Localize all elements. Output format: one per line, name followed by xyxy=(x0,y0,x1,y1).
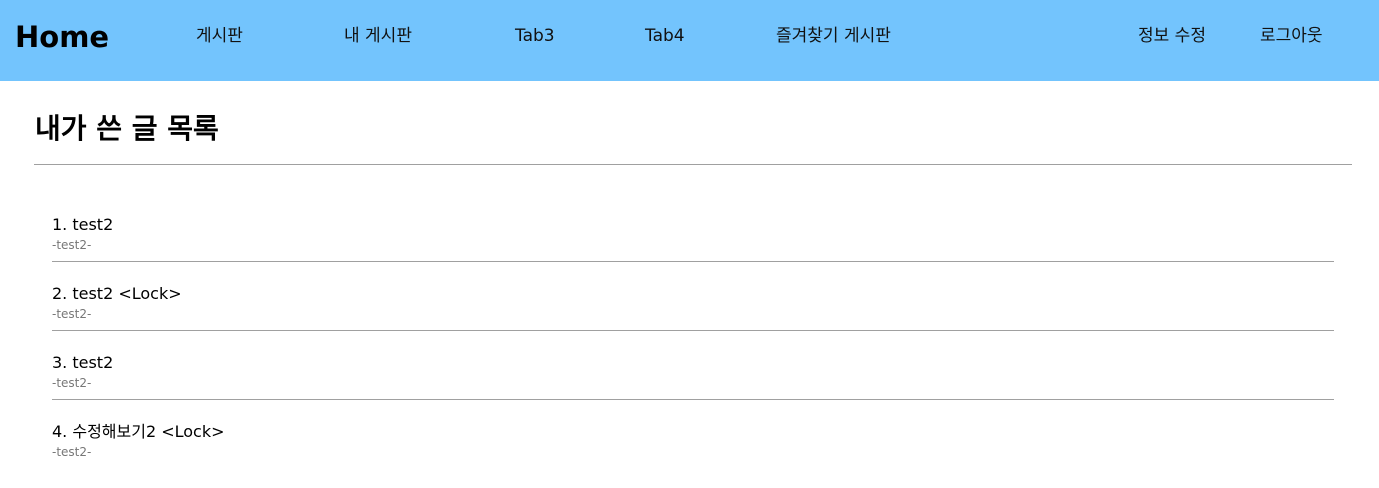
logout-link[interactable]: 로그아웃 xyxy=(1260,26,1323,46)
post-list: 1. test2 -test2- 2. test2 <Lock> -test2-… xyxy=(52,212,1334,488)
post-title[interactable]: 1. test2 xyxy=(52,215,114,234)
post-author: -test2- xyxy=(52,445,92,459)
post-author: -test2- xyxy=(52,238,92,252)
nav-board[interactable]: 게시판 xyxy=(196,26,243,46)
post-title[interactable]: 2. test2 <Lock> xyxy=(52,284,182,303)
nav-favorites-board[interactable]: 즐겨찾기 게시판 xyxy=(776,26,891,46)
title-divider xyxy=(34,164,1352,165)
page-title: 내가 쓴 글 목록 xyxy=(35,112,219,145)
post-item-2[interactable]: 2. test2 <Lock> -test2- xyxy=(52,281,1334,350)
top-navigation-bar: Home 게시판 내 게시판 Tab3 Tab4 즐겨찾기 게시판 정보 수정 … xyxy=(0,0,1379,81)
post-divider xyxy=(52,261,1334,262)
post-title[interactable]: 3. test2 xyxy=(52,353,114,372)
post-item-1[interactable]: 1. test2 -test2- xyxy=(52,212,1334,281)
post-author: -test2- xyxy=(52,307,92,321)
post-item-4[interactable]: 4. 수정해보기2 <Lock> -test2- xyxy=(52,419,1334,488)
nav-tab3[interactable]: Tab3 xyxy=(515,26,555,46)
post-divider xyxy=(52,330,1334,331)
nav-tab4[interactable]: Tab4 xyxy=(645,26,685,46)
post-divider xyxy=(52,399,1334,400)
post-author: -test2- xyxy=(52,376,92,390)
post-item-3[interactable]: 3. test2 -test2- xyxy=(52,350,1334,419)
post-title[interactable]: 4. 수정해보기2 <Lock> xyxy=(52,422,225,441)
nav-my-board[interactable]: 내 게시판 xyxy=(344,26,412,46)
home-link[interactable]: Home xyxy=(15,20,110,54)
edit-profile-link[interactable]: 정보 수정 xyxy=(1138,26,1206,46)
